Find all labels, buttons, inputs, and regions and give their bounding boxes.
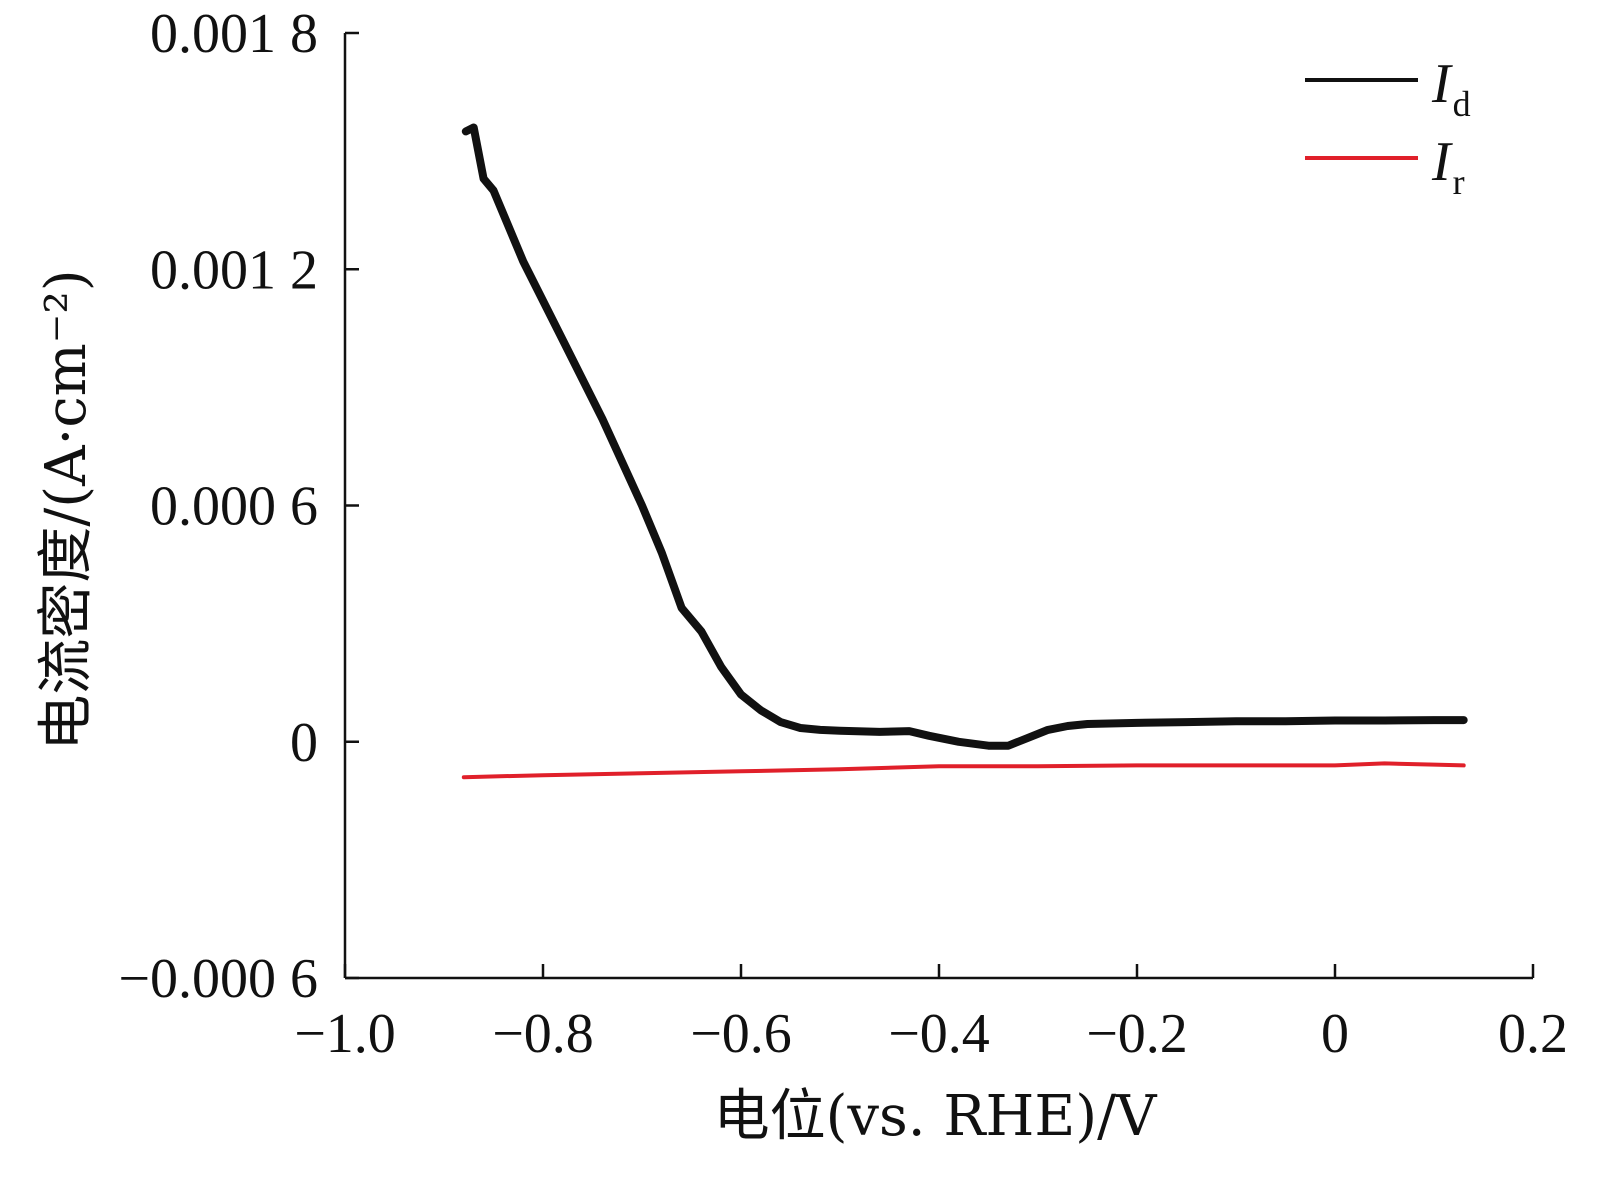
series-line-id xyxy=(461,123,1468,750)
x-axis-label: 电位(vs. RHE)/V xyxy=(714,1084,1158,1149)
axes xyxy=(343,33,1533,980)
x-axis-ticks: −1.0 −0.8 −0.6 −0.4 −0.2 0 0.2 xyxy=(294,964,1568,1065)
y-tick-label: 0.001 8 xyxy=(150,3,318,65)
series-line-ir xyxy=(461,761,1466,780)
y-tick-label: 0.001 2 xyxy=(150,239,318,301)
x-tick-label: −0.8 xyxy=(492,1003,594,1065)
x-tick-label: −0.2 xyxy=(1086,1003,1188,1065)
legend-label-ir: Ir xyxy=(1431,131,1465,202)
x-tick-label: 0 xyxy=(1321,1003,1349,1065)
x-tick-label: 0.2 xyxy=(1498,1003,1568,1065)
x-tick-label: −0.4 xyxy=(888,1003,990,1065)
y-tick-label: −0.000 6 xyxy=(118,948,318,1010)
legend-label-id: Id xyxy=(1431,53,1471,124)
x-tick-label: −0.6 xyxy=(690,1003,792,1065)
x-tick-label: −1.0 xyxy=(294,1003,396,1065)
y-axis-ticks: −0.000 6 0 0.000 6 0.001 2 0.001 8 xyxy=(118,3,359,1010)
y-tick-label: 0.000 6 xyxy=(150,476,318,538)
y-tick-label: 0 xyxy=(290,712,318,774)
series-layer xyxy=(461,123,1468,780)
y-axis-label: 电流密度/(A·cm⁻²) xyxy=(34,269,99,750)
